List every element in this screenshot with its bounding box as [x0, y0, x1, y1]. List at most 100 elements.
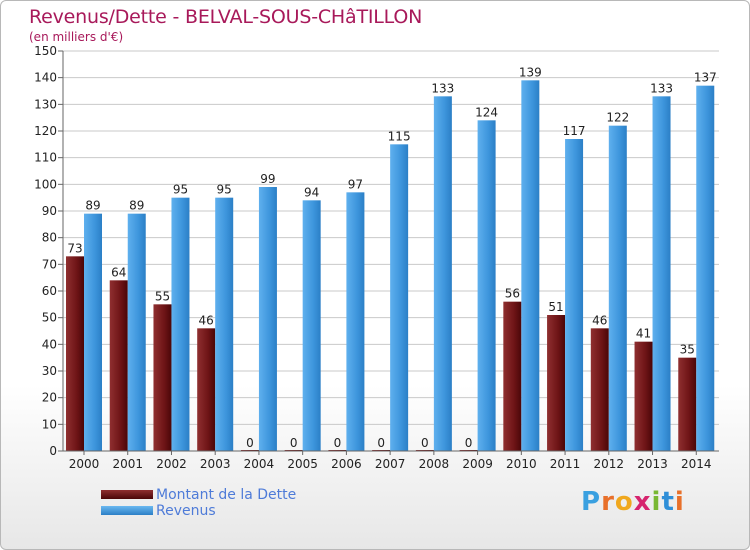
y-tick-label: 150 [34, 44, 57, 58]
y-tick-label: 80 [42, 231, 57, 245]
bar-dette [66, 256, 84, 451]
bar-revenus [433, 96, 452, 451]
x-tick-label: 2012 [594, 457, 625, 471]
bar-revenus [84, 213, 102, 451]
x-tick-label: 2004 [244, 457, 275, 471]
data-label-dette: 0 [421, 436, 429, 450]
data-label-revenus: 124 [475, 105, 498, 119]
y-tick-label: 50 [42, 311, 57, 325]
data-label-dette: 41 [636, 327, 651, 341]
data-label-revenus: 117 [563, 124, 586, 138]
data-label-revenus: 133 [650, 81, 673, 95]
data-label-dette: 46 [199, 313, 214, 327]
logo-letter: P [581, 487, 602, 517]
x-tick-label: 2014 [681, 457, 712, 471]
legend-item-dette: Montant de la Dette [101, 487, 361, 503]
data-label-dette: 0 [290, 436, 298, 450]
logo-letter: i [651, 487, 662, 517]
x-tick-label: 2003 [200, 457, 231, 471]
bar-dette [547, 315, 566, 451]
data-label-dette: 0 [246, 436, 254, 450]
data-label-dette: 35 [680, 343, 695, 357]
x-tick-label: 2008 [419, 457, 450, 471]
data-label-dette: 56 [505, 287, 520, 301]
y-tick-label: 60 [42, 284, 57, 298]
bar-revenus [127, 213, 146, 451]
bar-dette [109, 280, 128, 451]
y-axis-ticks: 0 10 20 30 40 50 60 70 80 90 100 110 120 130 140 150 [34, 44, 64, 458]
bars [66, 80, 715, 452]
x-tick-label: 2006 [331, 457, 362, 471]
legend-label-dette: Montant de la Dette [156, 487, 297, 503]
chart-title: Revenus/Dette - BELVAL-SOUS-CHâTILLON [29, 6, 423, 28]
logo-letter: i [674, 487, 685, 517]
x-tick-label: 2001 [112, 457, 143, 471]
data-label-revenus: 139 [519, 65, 542, 79]
bar-revenus [346, 192, 365, 452]
data-label-dette: 51 [548, 300, 563, 314]
x-tick-label: 2005 [287, 457, 318, 471]
data-label-dette: 64 [111, 265, 126, 279]
logo-letter: t [661, 487, 675, 517]
legend: Montant de la Dette Revenus [101, 487, 361, 519]
legend-label-revenus: Revenus [156, 503, 216, 519]
y-tick-label: 110 [34, 151, 57, 165]
bar-revenus [696, 85, 715, 452]
x-tick-label: 2013 [637, 457, 668, 471]
data-label-revenus: 137 [694, 71, 717, 85]
y-tick-label: 0 [49, 444, 57, 458]
data-label-revenus: 95 [173, 183, 188, 197]
bar-dette [590, 328, 609, 451]
x-tick-label: 2010 [506, 457, 537, 471]
chart-subtitle: (en milliers d'€) [29, 30, 124, 44]
logo-letter: r [601, 487, 615, 517]
x-tick-label: 2007 [375, 457, 406, 471]
bar-dette [503, 301, 522, 451]
data-label-dette: 46 [592, 313, 607, 327]
data-label-dette: 55 [155, 289, 170, 303]
bar-revenus [652, 96, 671, 451]
logo-letter: o [614, 487, 634, 517]
bar-revenus [477, 120, 496, 451]
y-tick-label: 30 [42, 364, 57, 378]
x-tick-label: 2000 [69, 457, 100, 471]
data-label-revenus: 133 [431, 81, 454, 95]
legend-item-revenus: Revenus [101, 503, 361, 519]
data-labels: 73 89 64 89 55 95 46 95 0 99 0 94 0 97 0 115 0 133 0 124 56 1… [67, 65, 716, 450]
bar-dette [153, 304, 172, 451]
bar-dette [197, 328, 216, 451]
bar-revenus [608, 125, 627, 452]
data-label-revenus: 97 [348, 177, 363, 191]
data-label-dette: 73 [67, 241, 82, 255]
data-label-revenus: 95 [217, 183, 232, 197]
data-label-revenus: 89 [129, 199, 144, 213]
bar-revenus [215, 197, 234, 451]
data-label-revenus: 94 [304, 185, 319, 199]
bar-dette [678, 357, 697, 451]
y-tick-label: 10 [42, 417, 57, 431]
x-axis-ticks: 2000 2001 2002 2003 2004 2005 2006 2007 2008 2009… [63, 450, 719, 471]
y-tick-label: 40 [42, 337, 57, 351]
data-label-dette: 0 [377, 436, 385, 450]
bar-revenus [390, 144, 409, 452]
y-tick-label: 90 [42, 204, 57, 218]
data-label-dette: 0 [334, 436, 342, 450]
legend-swatch-dette [101, 490, 153, 499]
bar-revenus [171, 197, 190, 451]
data-label-dette: 0 [465, 436, 473, 450]
bar-revenus [258, 187, 277, 451]
y-tick-label: 130 [34, 97, 57, 111]
bar-revenus [565, 139, 584, 451]
data-label-revenus: 115 [388, 129, 411, 143]
y-tick-label: 120 [34, 124, 57, 138]
bar-revenus [302, 200, 321, 451]
logo-letter: x [633, 487, 652, 517]
x-tick-label: 2011 [550, 457, 581, 471]
y-tick-label: 140 [34, 71, 57, 85]
x-tick-label: 2002 [156, 457, 187, 471]
y-tick-label: 70 [42, 257, 57, 271]
data-label-revenus: 122 [606, 111, 629, 125]
data-label-revenus: 99 [260, 172, 275, 186]
